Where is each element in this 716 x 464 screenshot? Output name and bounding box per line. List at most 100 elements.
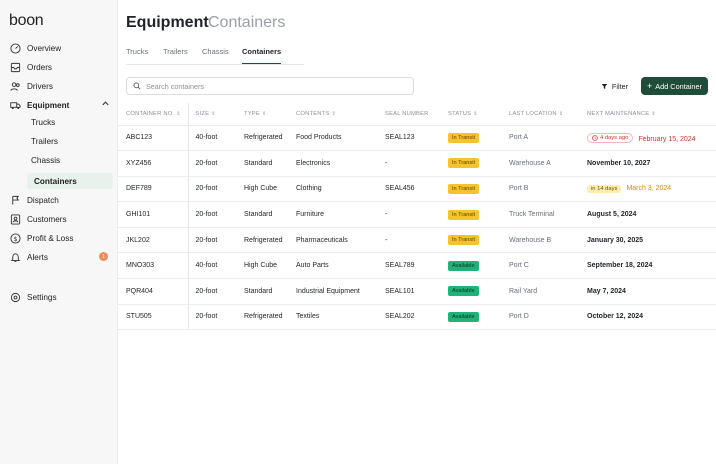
- table-row[interactable]: PQR404 20-foot Standard Industrial Equipmen…: [118, 278, 716, 305]
- sidebar-item-drivers[interactable]: Drivers: [10, 79, 53, 93]
- table-row[interactable]: MNO303 40-foot High Cube Auto Parts SEAL789 A…: [118, 252, 716, 280]
- cell-contents: Furniture: [296, 201, 385, 228]
- cell-next-maintenance: in 14 days March 3, 2024: [587, 176, 716, 203]
- cell-size: 20-foot: [188, 176, 244, 203]
- sidebar-item-label: Orders: [27, 62, 53, 72]
- maintenance-date: September 18, 2024: [587, 262, 653, 270]
- orders-icon: [10, 62, 21, 73]
- filter-button[interactable]: Filter: [596, 78, 633, 94]
- status-badge: In Transit: [448, 235, 480, 246]
- dollar-icon: $: [10, 232, 21, 244]
- sidebar-item-settings[interactable]: Settings: [10, 290, 57, 304]
- table-row[interactable]: ABC123 40-foot Refrigerated Food Products SE…: [118, 125, 716, 152]
- filter-icon: [601, 83, 608, 89]
- cell-seal-number: -: [385, 201, 448, 228]
- col-header-contents[interactable]: CONTENTS ⇕: [296, 103, 385, 126]
- cell-container-no: ABC123: [118, 125, 189, 152]
- col-header-seal-number[interactable]: SEAL NUMBER: [385, 103, 448, 126]
- overdue-chip: 4 days ago: [587, 132, 634, 143]
- gear-icon: [10, 292, 21, 303]
- cell-status: Available: [448, 304, 509, 331]
- cell-type: High Cube: [244, 252, 296, 280]
- cell-seal-number: SEAL789: [385, 252, 448, 280]
- sidebar-sub-chassis[interactable]: Chassis: [31, 155, 61, 165]
- status-badge: In Transit: [448, 183, 480, 194]
- col-header-status[interactable]: STATUS ⇕: [448, 103, 509, 126]
- cell-last-location: Warehouse B: [509, 227, 587, 254]
- cell-type: Refrigerated: [244, 304, 296, 331]
- sidebar-item-alerts[interactable]: Alerts: [10, 250, 48, 264]
- sidebar-item-profit-loss[interactable]: $ Profit & Loss: [10, 231, 73, 245]
- cell-next-maintenance: January 30, 2025: [587, 227, 716, 254]
- add-container-label: Add Container: [655, 81, 702, 91]
- cell-size: 20-foot: [188, 150, 244, 177]
- sidebar-sub-trucks[interactable]: Trucks: [31, 117, 56, 127]
- tab-containers[interactable]: Containers: [242, 47, 282, 64]
- tab-trucks[interactable]: Trucks: [126, 47, 149, 56]
- cell-container-no: STU505: [118, 304, 189, 331]
- maintenance-date: August 5, 2024: [587, 211, 637, 219]
- clock-icon: [592, 135, 598, 141]
- table-row[interactable]: JKL202 20-foot Refrigerated Pharmaceuticals…: [118, 227, 716, 254]
- search-input[interactable]: [146, 81, 396, 91]
- status-badge: Available: [448, 286, 479, 297]
- sidebar-item-label: Drivers: [27, 81, 53, 91]
- cell-seal-number: -: [385, 227, 448, 254]
- truck-icon: [10, 100, 21, 111]
- sidebar-sub-containers[interactable]: Containers: [27, 173, 113, 189]
- tab-trailers[interactable]: Trailers: [163, 47, 188, 56]
- upcoming-chip: in 14 days: [587, 184, 622, 193]
- status-badge: Available: [448, 311, 479, 322]
- containers-table: CONTAINER NO. ⇕ SIZE ⇕ TYPE ⇕ CONTENTS ⇕ SEA…: [118, 103, 716, 331]
- cell-container-no: GHI101: [118, 201, 189, 228]
- table-row[interactable]: XYZ456 20-foot Standard Electronics - In Tran…: [118, 150, 716, 177]
- table-header-row: CONTAINER NO. ⇕ SIZE ⇕ TYPE ⇕ CONTENTS ⇕ SEA…: [118, 103, 716, 126]
- cell-next-maintenance: 4 days ago February 15, 2024: [587, 125, 716, 152]
- status-badge: In Transit: [448, 132, 480, 143]
- tab-chassis[interactable]: Chassis: [202, 47, 229, 56]
- col-header-last-location[interactable]: LAST LOCATION ⇕: [509, 103, 587, 126]
- cell-container-no: JKL202: [118, 227, 189, 254]
- sidebar-item-overview[interactable]: Overview: [10, 41, 61, 55]
- cell-last-location: Port B: [509, 176, 587, 203]
- sidebar-item-customers[interactable]: Customers: [10, 212, 67, 226]
- status-badge: Available: [448, 260, 479, 271]
- cell-last-location: Warehouse A: [509, 150, 587, 177]
- table-row[interactable]: GHI101 20-foot Standard Furniture - In Transi…: [118, 201, 716, 228]
- col-header-size[interactable]: SIZE ⇕: [188, 103, 244, 126]
- status-badge: In Transit: [448, 209, 480, 220]
- page-subtitle: Containers: [208, 14, 286, 31]
- sidebar: boon Overview Orders Drivers Equipment T…: [0, 0, 118, 464]
- cell-contents: Auto Parts: [296, 252, 385, 280]
- sidebar-item-orders[interactable]: Orders: [10, 60, 52, 74]
- cell-next-maintenance: August 5, 2024: [587, 201, 716, 228]
- cell-last-location: Port D: [509, 304, 587, 331]
- cell-container-no: XYZ456: [118, 150, 189, 177]
- cell-seal-number: SEAL123: [385, 125, 448, 152]
- col-header-container-no[interactable]: CONTAINER NO. ⇕: [118, 103, 189, 126]
- cell-contents: Pharmaceuticals: [296, 227, 385, 254]
- cell-seal-number: SEAL202: [385, 304, 448, 331]
- cell-size: 20-foot: [188, 278, 244, 305]
- cell-next-maintenance: May 7, 2024: [587, 278, 716, 305]
- search-box[interactable]: [126, 77, 414, 95]
- sidebar-item-dispatch[interactable]: Dispatch: [10, 193, 59, 207]
- add-container-button[interactable]: + Add Container: [641, 77, 708, 95]
- col-header-next-maintenance[interactable]: NEXT MAINTENANCE ⇕: [587, 103, 716, 126]
- tab-divider: [126, 64, 304, 65]
- dispatch-icon: [10, 195, 21, 206]
- sidebar-sub-trailers[interactable]: Trailers: [31, 136, 58, 146]
- table-row[interactable]: STU505 20-foot Refrigerated Textiles SEAL202…: [118, 304, 716, 331]
- col-header-type[interactable]: TYPE ⇕: [244, 103, 296, 126]
- search-icon: [133, 82, 141, 90]
- customers-icon: [10, 213, 21, 225]
- cell-size: 40-foot: [188, 252, 244, 280]
- app-logo[interactable]: boon: [9, 12, 44, 29]
- sidebar-item-equipment[interactable]: Equipment: [10, 98, 69, 112]
- chevron-up-icon[interactable]: [101, 99, 110, 108]
- table-row[interactable]: DEF789 20-foot High Cube Clothing SEAL456 In …: [118, 176, 716, 203]
- sidebar-item-label: Customers: [27, 214, 67, 224]
- status-badge: In Transit: [448, 158, 480, 169]
- cell-next-maintenance: October 12, 2024: [587, 304, 716, 331]
- maintenance-date: October 12, 2024: [587, 313, 644, 321]
